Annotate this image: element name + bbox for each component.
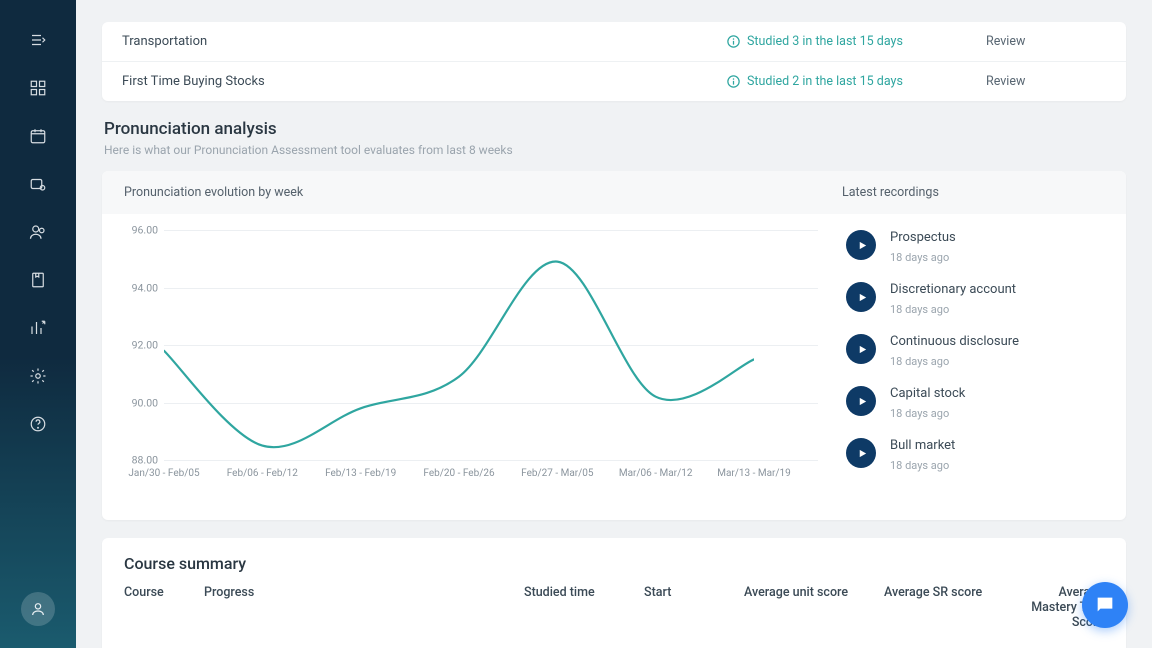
info-icon	[726, 34, 741, 49]
study-list-card: Transportation Studied 3 in the last 15 …	[102, 22, 1126, 101]
col-start: Start	[644, 585, 744, 630]
recording-item: Capital stock 18 days ago	[846, 386, 1108, 420]
recording-label: Prospectus	[890, 230, 956, 245]
lesson-status: Studied 3 in the last 15 days	[726, 34, 986, 49]
recording-time: 18 days ago	[890, 251, 956, 264]
app-root: Transportation Studied 3 in the last 15 …	[0, 0, 1152, 648]
col-avg-unit: Average unit score	[744, 585, 884, 630]
book-icon[interactable]	[28, 270, 48, 290]
recording-item: Prospectus 18 days ago	[846, 230, 1108, 264]
y-tick-label: 90.00	[132, 396, 158, 409]
review-link[interactable]: Review	[986, 74, 1106, 89]
recording-time: 18 days ago	[890, 459, 955, 472]
course-summary-title: Course summary	[124, 554, 1104, 573]
info-icon	[726, 74, 741, 89]
recording-label: Bull market	[890, 438, 955, 453]
recording-item: Bull market 18 days ago	[846, 438, 1108, 472]
x-tick-label: Jan/30 - Feb/05	[128, 468, 199, 479]
chart-icon[interactable]	[28, 318, 48, 338]
chat-icon	[1094, 594, 1116, 616]
x-tick-label: Feb/20 - Feb/26	[423, 468, 494, 479]
lesson-status: Studied 2 in the last 15 days	[726, 74, 986, 89]
recording-time: 18 days ago	[890, 355, 1019, 368]
main-content: Transportation Studied 3 in the last 15 …	[76, 0, 1152, 648]
play-button[interactable]	[846, 282, 876, 312]
people-icon[interactable]	[28, 222, 48, 242]
recordings-list: Prospectus18 days agoDiscretionary accou…	[846, 214, 1126, 520]
chart-panel-title: Pronunciation evolution by week	[124, 185, 842, 200]
chart-line	[164, 230, 754, 460]
x-tick-label: Mar/06 - Mar/12	[619, 468, 693, 479]
lesson-title: First Time Buying Stocks	[122, 74, 726, 89]
pronunciation-title: Pronunciation analysis	[104, 119, 1126, 139]
recording-item: Discretionary account 18 days ago	[846, 282, 1108, 316]
table-row[interactable]: Transportation Studied 3 in the last 15 …	[102, 22, 1126, 62]
col-avg-sr: Average SR score	[884, 585, 1024, 630]
review-link[interactable]: Review	[986, 34, 1106, 49]
play-icon	[857, 396, 868, 407]
play-button[interactable]	[846, 334, 876, 364]
play-button[interactable]	[846, 230, 876, 260]
x-tick-label: Mar/13 - Mar/19	[717, 468, 791, 479]
y-tick-label: 94.00	[132, 281, 158, 294]
play-button[interactable]	[846, 386, 876, 416]
pronunciation-card: Pronunciation evolution by week Latest r…	[102, 171, 1126, 520]
lesson-title: Transportation	[122, 34, 726, 49]
dashboard-icon[interactable]	[28, 78, 48, 98]
play-icon	[857, 240, 868, 251]
video-icon[interactable]	[28, 174, 48, 194]
line-chart: 88.0090.0092.0094.0096.00Jan/30 - Feb/05…	[124, 230, 818, 490]
play-icon	[857, 344, 868, 355]
chart-area: 88.00 90.00 92.00 94.00 96.00 Jan/30 - Feb/05…	[102, 214, 846, 520]
play-icon	[857, 292, 868, 303]
x-tick-label: Feb/27 - Mar/05	[521, 468, 593, 479]
table-row[interactable]: First Time Buying Stocks Studied 2 in th…	[102, 62, 1126, 101]
x-tick-label: Feb/06 - Feb/12	[227, 468, 298, 479]
play-icon	[857, 448, 868, 459]
x-tick-label: Feb/13 - Feb/19	[325, 468, 396, 479]
recording-time: 18 days ago	[890, 303, 1016, 316]
recordings-panel-title: Latest recordings	[842, 185, 1104, 200]
y-tick-label: 96.00	[132, 224, 158, 237]
pronunciation-subtitle: Here is what our Pronunciation Assessmen…	[104, 143, 1126, 157]
analysis-header: Pronunciation evolution by week Latest r…	[102, 171, 1126, 214]
y-tick-label: 88.00	[132, 454, 158, 467]
recording-time: 18 days ago	[890, 407, 965, 420]
sidebar	[0, 0, 76, 648]
chat-button[interactable]	[1082, 582, 1128, 628]
avatar[interactable]	[21, 592, 55, 626]
help-icon[interactable]	[28, 414, 48, 434]
recording-label: Discretionary account	[890, 282, 1016, 297]
recording-label: Capital stock	[890, 386, 965, 401]
calendar-icon[interactable]	[28, 126, 48, 146]
col-course: Course	[124, 585, 204, 630]
col-studied-time: Studied time	[524, 585, 644, 630]
play-button[interactable]	[846, 438, 876, 468]
course-summary-card: Course summary Course Progress Studied t…	[102, 538, 1126, 648]
col-progress: Progress	[204, 585, 524, 630]
gear-icon[interactable]	[28, 366, 48, 386]
recording-label: Continuous disclosure	[890, 334, 1019, 349]
y-tick-label: 92.00	[132, 339, 158, 352]
recording-item: Continuous disclosure 18 days ago	[846, 334, 1108, 368]
summary-columns: Course Progress Studied time Start Avera…	[124, 585, 1104, 630]
collapse-icon[interactable]	[28, 30, 48, 50]
